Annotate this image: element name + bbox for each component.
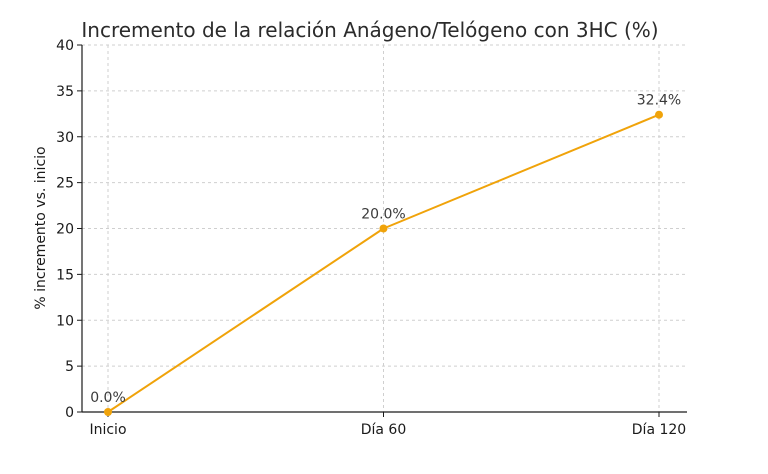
series-group: 0.0% 20.0% 32.4% [90,93,681,416]
chart-title: Incremento de la relación Anágeno/Telóge… [81,18,658,42]
y-axis-ticks: 0 5 10 15 20 25 30 35 40 [56,38,82,421]
y-tick-label: 15 [56,267,74,283]
y-tick-label: 10 [56,313,74,329]
x-tick-label: Día 60 [361,422,407,438]
y-tick-label: 5 [65,359,74,375]
x-tick-label: Día 120 [632,422,686,438]
data-point [379,224,388,233]
data-point [104,408,112,416]
y-tick-label: 30 [56,130,74,146]
data-label: 32.4% [637,93,681,109]
y-axis-label: % incremento vs. inicio [33,146,49,309]
grid [82,44,687,413]
data-label: 20.0% [361,207,405,223]
data-point [655,110,663,119]
y-tick-label: 0 [65,405,74,421]
y-tick-label: 25 [56,176,74,192]
x-tick-label: Inicio [89,422,126,438]
x-axis-ticks: Inicio Día 60 Día 120 [89,412,686,438]
data-label: 0.0% [90,390,126,406]
y-tick-label: 20 [56,222,74,238]
y-tick-label: 40 [56,38,74,54]
y-tick-label: 35 [56,84,74,100]
